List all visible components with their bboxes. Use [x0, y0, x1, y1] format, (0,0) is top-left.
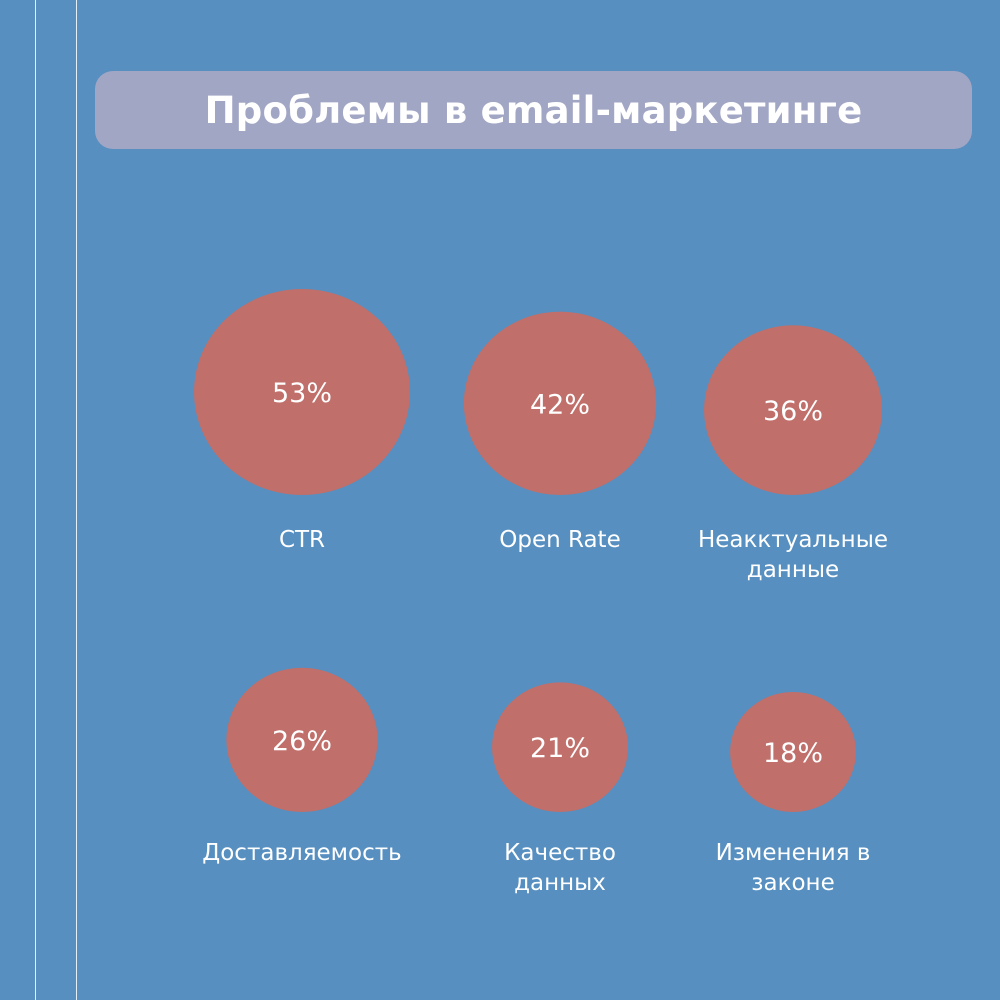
bubble-value-label: 21% — [530, 733, 590, 764]
bubble-3 — [703, 325, 883, 495]
bubble-category-label-line: законе — [751, 870, 835, 896]
bubble-value-label: 36% — [763, 396, 823, 427]
bubble-value-label: 53% — [272, 378, 332, 409]
bubble-category-label: Open Rate — [440, 525, 680, 555]
bubble-category-label-line: Неакктуальные — [697, 527, 889, 553]
bubble-2 — [463, 311, 657, 496]
bubble-1 — [194, 289, 410, 495]
bubble-value-label: 26% — [272, 726, 332, 757]
page-title: Проблемы в email-маркетинге — [204, 88, 863, 132]
bubble-category-label-line: CTR — [278, 527, 326, 553]
bubble-category-label: Качество данных — [440, 838, 680, 898]
bubble-6 — [730, 691, 856, 812]
decorative-vertical-line-left — [35, 0, 36, 1000]
bubble-4 — [226, 667, 378, 812]
bubble-value-label: 18% — [763, 738, 823, 769]
bubble-category-label: Неакктуальные данные — [673, 525, 913, 585]
bubble-category-label-line: данные — [746, 557, 840, 583]
bubble-5 — [492, 682, 628, 812]
bubble-category-label-line: Изменения в — [715, 840, 871, 866]
bubble-category-label: CTR — [182, 525, 422, 555]
bubble-category-label-line: Качество — [504, 840, 616, 866]
bubble-category-label-line: Доставляемость — [202, 840, 402, 866]
bubble-category-label-line: Open Rate — [499, 527, 621, 553]
decorative-vertical-line-right — [76, 0, 77, 1000]
title-banner: Проблемы в email-маркетинге — [95, 71, 972, 149]
bubble-category-label: Доставляемость — [182, 838, 422, 868]
bubble-category-label: Изменения в законе — [673, 838, 913, 898]
bubble-category-label-line: данных — [514, 870, 606, 896]
bubble-value-label: 42% — [530, 389, 590, 420]
